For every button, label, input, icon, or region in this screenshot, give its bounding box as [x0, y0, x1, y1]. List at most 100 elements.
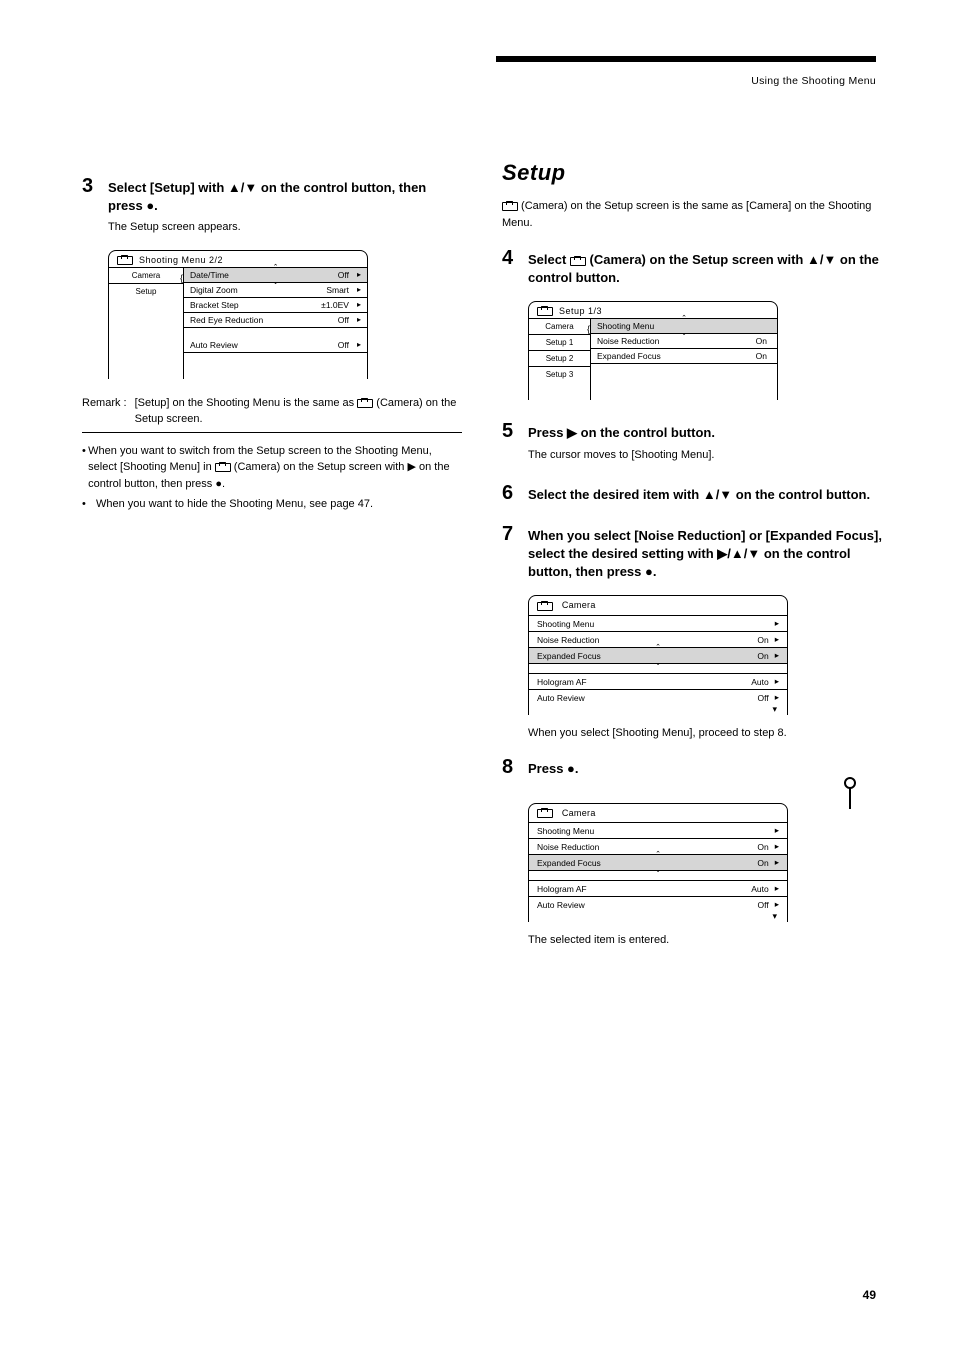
step-number: 6	[502, 482, 520, 505]
sidebar-tab[interactable]: Setup 2	[529, 351, 590, 367]
row-value: ±1.0EV	[321, 300, 353, 310]
menu-row[interactable]: Hologram AFAuto▸	[529, 674, 787, 690]
sidebar-tab-camera[interactable]: Camera	[109, 268, 183, 284]
row-label: Date/Time	[190, 270, 338, 280]
arrow-up-icon: ▲	[228, 180, 241, 195]
panel-title: Setup 1/3	[559, 306, 602, 316]
camera-panel-2: Camera Shooting Menu▸ Noise ReductionOn▸…	[528, 803, 788, 923]
section-divider	[82, 432, 462, 433]
panel-titlebar: Setup 1/3	[529, 302, 777, 319]
panel-titlebar: Shooting Menu 2/2	[109, 251, 367, 268]
panel-body: Camera Setup { ⌃ Date/Time Off ▸ ⌄ Di	[109, 268, 367, 379]
sidebar-tab[interactable]: Camera	[529, 319, 590, 335]
row-value: On	[757, 842, 768, 852]
menu-row[interactable]: Auto ReviewOff▸	[529, 690, 787, 705]
step-number: 8	[502, 756, 520, 779]
row-value: Off	[338, 315, 353, 325]
panel-title: Camera	[529, 596, 787, 616]
panel-spacer	[184, 353, 367, 379]
bullet-item: • When you want to switch from the Setup…	[82, 443, 462, 493]
step-5-body: The cursor moves to [Shooting Menu].	[528, 447, 882, 464]
row-label: Auto Review	[537, 900, 758, 910]
camera-icon	[570, 256, 586, 266]
row-value: On	[756, 336, 771, 346]
chevron-right-icon: ▸	[775, 899, 779, 910]
menu-row[interactable]: Bracket Step ±1.0EV ▸	[184, 298, 367, 313]
camera-icon	[357, 398, 373, 408]
center-dot-icon: ●	[146, 198, 154, 213]
row-label: Hologram AF	[537, 677, 751, 687]
panel-spacer	[591, 374, 777, 400]
panel-title: Camera	[529, 804, 787, 824]
arrow-right-icon: ▶	[407, 461, 415, 473]
chevron-right-icon: ▸	[775, 634, 779, 645]
row-value: Auto	[751, 884, 769, 894]
bullet-text: When you want to hide the Shooting Menu,…	[96, 496, 373, 513]
row-label: Noise Reduction	[537, 842, 757, 852]
menu-row[interactable]: Hologram AFAuto ▸	[529, 881, 787, 897]
row-label: Noise Reduction	[597, 336, 756, 346]
row-label: Bracket Step	[190, 300, 321, 310]
chevron-right-icon: ▸	[357, 270, 361, 279]
remark-block: Remark : [Setup] on the Shooting Menu is…	[82, 395, 462, 433]
right-column: Setup (Camera) on the Setup screen is th…	[502, 160, 882, 949]
row-value: Off	[758, 693, 769, 703]
panel-sidebar: Camera Setup	[109, 268, 184, 379]
camera-icon	[537, 601, 553, 611]
row-label: Expanded Focus	[597, 351, 756, 361]
step-8: 8 Press ●.	[502, 756, 882, 779]
panel-title: Shooting Menu 2/2	[139, 255, 223, 265]
setup-panel: Setup 1/3 Camera Setup 1 Setup 2 Setup 3…	[528, 301, 778, 400]
step-number: 5	[502, 420, 520, 443]
row-label: Hologram AF	[537, 884, 751, 894]
menu-row[interactable]: Shooting Menu▸	[529, 823, 787, 839]
menu-row[interactable]: Shooting Menu▸	[529, 616, 787, 632]
scroll-more-icon: ▾	[529, 705, 787, 715]
row-value: On	[757, 635, 768, 645]
row-label: Digital Zoom	[190, 285, 326, 295]
row-label: Auto Review	[537, 693, 758, 703]
chevron-right-icon: ▸	[775, 883, 779, 894]
camera-icon	[502, 201, 518, 211]
remark-text: [Setup] on the Shooting Menu is the same…	[135, 395, 462, 428]
chevron-right-icon: ▸	[357, 285, 361, 294]
step-number: 4	[502, 247, 520, 270]
camera-icon	[537, 306, 553, 316]
panel-main: { ⌃ Date/Time Off ▸ ⌄ Digital Zoom Smart…	[184, 268, 367, 379]
row-value: Off	[338, 340, 353, 350]
row-value: Off	[338, 270, 353, 280]
menu-row[interactable]: Red Eye Reduction Off ▸	[184, 313, 367, 328]
left-column: 3 Select [Setup] with ▲/▼ on the control…	[82, 175, 462, 517]
menu-row[interactable]: Expanded Focus On	[591, 349, 777, 364]
camera-icon	[215, 462, 231, 472]
row-label: Red Eye Reduction	[190, 315, 338, 325]
row-value: Auto	[751, 677, 769, 687]
chevron-right-icon: ▸	[357, 315, 361, 324]
section-bar	[496, 56, 876, 62]
menu-row[interactable]: Auto ReviewOff▸	[529, 897, 787, 912]
callout-line	[849, 787, 851, 809]
menu-row[interactable]: Auto Review Off ▸	[184, 338, 367, 353]
step-3-body: The Setup screen appears.	[108, 219, 462, 236]
sidebar-tab[interactable]: Setup 3	[529, 367, 590, 382]
row-label: Expanded Focus	[537, 651, 757, 661]
panel-body: Camera Setup 1 Setup 2 Setup 3 { ⌃ Shoot…	[529, 319, 777, 400]
camera-panel-1: Camera Shooting Menu▸ Noise ReductionOn▸…	[528, 595, 788, 715]
t: Camera	[562, 808, 596, 818]
chevron-right-icon: ▸	[775, 618, 779, 629]
breadcrumb: Using the Shooting Menu	[751, 75, 876, 87]
arrow-down-icon: ▼	[244, 180, 257, 195]
menu-row-blank	[591, 364, 777, 374]
step-text: When you select [Noise Reduction] or [Ex…	[528, 527, 882, 582]
row-value: On	[757, 651, 768, 661]
step-3: 3 Select [Setup] with ▲/▼ on the control…	[82, 175, 462, 215]
step-8-body: The selected item is entered.	[528, 932, 882, 949]
sidebar-tab[interactable]: Setup 1	[529, 335, 590, 351]
row-label: Shooting Menu	[537, 619, 775, 629]
panel-4-wrapper: Camera Shooting Menu▸ Noise ReductionOn▸…	[528, 803, 882, 923]
bracket-icon: {	[180, 273, 183, 283]
row-label: Shooting Menu	[537, 826, 775, 836]
sidebar-tab-setup[interactable]: Setup	[109, 284, 183, 299]
chevron-right-icon: ▸	[775, 650, 779, 661]
step-6: 6 Select the desired item with ▲/▼ on th…	[502, 482, 882, 505]
